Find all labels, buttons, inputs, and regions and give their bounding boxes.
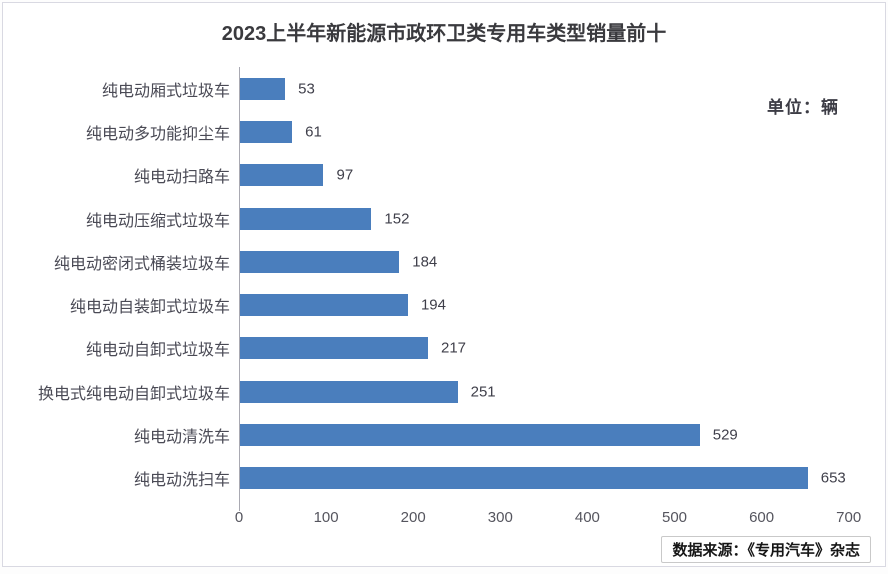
- category-label: 纯电动洗扫车: [133, 472, 230, 490]
- value-label: 529: [712, 426, 738, 444]
- bar-row: 纯电动自装卸式垃圾车 194: [3, 283, 885, 326]
- bar: [239, 424, 700, 447]
- unit-label: 单位：辆: [767, 98, 839, 117]
- category-label: 纯电动密闭式桶装垃圾车: [53, 255, 230, 273]
- bar-track: 194: [239, 283, 885, 326]
- value-label: 194: [420, 296, 446, 314]
- value-label: 152: [384, 210, 410, 228]
- value-label: 217: [441, 339, 467, 357]
- category-label: 纯电动厢式垃圾车: [101, 82, 230, 100]
- x-axis-ticks: 0 100 200 300 400 500 600 700: [235, 509, 885, 529]
- bar: [239, 120, 293, 143]
- bar-track: 53: [239, 67, 885, 110]
- bar-track: 152: [239, 197, 885, 240]
- x-tick-label: 0: [234, 509, 244, 526]
- bar-row: 纯电动洗扫车 653: [3, 457, 885, 500]
- bar: [239, 164, 324, 187]
- value-label: 53: [298, 80, 315, 98]
- category-label: 纯电动扫路车: [133, 169, 230, 187]
- bar-row: 换电式纯电动自卸式垃圾车 251: [3, 370, 885, 413]
- category-label: 纯电动清洗车: [133, 429, 230, 447]
- bar-track: 97: [239, 154, 885, 197]
- category-label: 纯电动多功能抑尘车: [85, 125, 230, 143]
- chart-title: 2023上半年新能源市政环卫类专用车类型销量前十: [221, 23, 667, 45]
- category-label: 纯电动自卸式垃圾车: [85, 342, 230, 360]
- bar: [239, 207, 372, 230]
- category-label: 纯电动压缩式垃圾车: [85, 212, 230, 230]
- bar-track: 61: [239, 110, 885, 153]
- chart-card: 2023上半年新能源市政环卫类专用车类型销量前十 单位：辆 纯电动厢式垃圾车 53…: [2, 2, 886, 567]
- bar-row: 纯电动自卸式垃圾车 217: [3, 327, 885, 370]
- x-tick-label: 400: [574, 509, 600, 526]
- bar-row: 纯电动厢式垃圾车 53: [3, 67, 885, 110]
- value-label: 184: [412, 253, 438, 271]
- category-label: 换电式纯电动自卸式垃圾车: [37, 385, 230, 403]
- bar-row: 纯电动压缩式垃圾车 152: [3, 197, 885, 240]
- category-label: 纯电动自装卸式垃圾车: [69, 299, 230, 317]
- bar: [239, 467, 808, 490]
- bar-row: 纯电动扫路车 97: [3, 154, 885, 197]
- bar-track: 251: [239, 370, 885, 413]
- bar-row: 纯电动密闭式桶装垃圾车 184: [3, 240, 885, 283]
- x-tick-label: 600: [749, 509, 775, 526]
- x-tick-label: 500: [661, 509, 688, 526]
- bar-row: 纯电动多功能抑尘车 61: [3, 110, 885, 153]
- value-label: 653: [820, 469, 846, 487]
- value-label: 61: [305, 123, 322, 141]
- bar: [239, 77, 286, 100]
- bar-track: 184: [239, 240, 885, 283]
- data-source-label: 数据来源：《专用汽车》杂志: [661, 536, 871, 563]
- bar-rows: 纯电动厢式垃圾车 53 纯电动多功能抑尘车 61 纯电动扫路车 97 纯电动压缩式垃圾车 15…: [3, 67, 885, 500]
- bar-row: 纯电动清洗车 529: [3, 413, 885, 456]
- bar-track: 529: [239, 413, 885, 456]
- x-tick-label: 700: [836, 509, 862, 526]
- value-label: 251: [470, 383, 496, 401]
- bar: [239, 380, 458, 403]
- x-tick-label: 100: [313, 509, 339, 526]
- x-tick-label: 200: [400, 509, 426, 526]
- bar: [239, 294, 408, 317]
- value-label: 97: [336, 166, 354, 184]
- y-axis-line: [239, 67, 240, 511]
- bar: [239, 337, 428, 360]
- bar-track: 217: [239, 327, 885, 370]
- x-tick-label: 300: [487, 509, 513, 526]
- bar-track: 653: [239, 457, 885, 500]
- bar: [239, 250, 400, 273]
